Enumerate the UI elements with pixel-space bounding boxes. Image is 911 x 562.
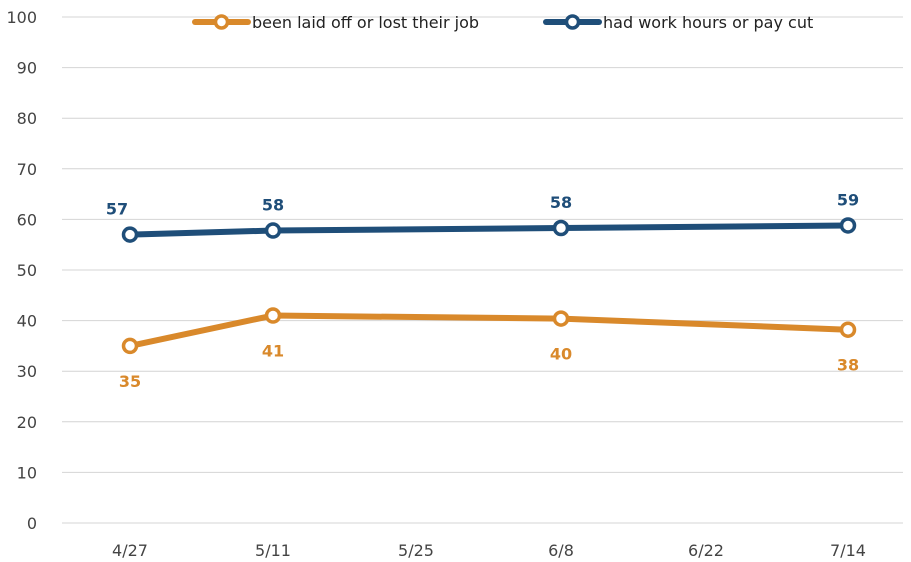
x-tick-label: 5/25 (398, 541, 434, 560)
legend-item: had work hours or pay cut (543, 13, 813, 32)
legend-marker (564, 14, 581, 30)
series-2: 57 58 58 59 (106, 190, 859, 243)
y-tick-label: 50 (17, 261, 37, 280)
data-point (264, 222, 282, 239)
y-tick-label: 40 (17, 312, 37, 331)
y-tick-label: 20 (17, 413, 37, 432)
data-label: 41 (262, 342, 284, 361)
series-1: 35 41 40 38 (119, 307, 859, 391)
x-tick-label: 7/14 (830, 541, 866, 560)
x-tick-label: 4/27 (112, 541, 148, 560)
y-tick-label: 10 (17, 463, 37, 482)
y-tick-label: 0 (27, 514, 37, 533)
data-label: 58 (262, 196, 284, 215)
data-point (552, 219, 570, 237)
legend-label: had work hours or pay cut (603, 13, 813, 32)
series-line (127, 312, 851, 349)
data-label: 40 (550, 345, 572, 364)
y-tick-label: 90 (17, 59, 37, 78)
data-point (264, 307, 282, 324)
data-point (552, 310, 570, 327)
data-point (121, 337, 139, 355)
x-tick-label: 5/11 (255, 541, 291, 560)
y-axis-ticks: 0 10 20 30 40 50 60 70 80 90 100 (6, 8, 37, 533)
y-tick-label: 70 (17, 160, 37, 179)
y-tick-label: 80 (17, 109, 37, 128)
y-tick-label: 60 (17, 210, 37, 229)
data-label: 35 (119, 372, 141, 391)
series-layer: 35 41 40 38 57 58 58 59 (106, 190, 859, 390)
data-point (839, 217, 857, 234)
data-label: 38 (837, 356, 859, 375)
legend-marker (213, 14, 230, 30)
data-label: 57 (106, 200, 128, 219)
series-line (127, 222, 851, 238)
data-point (839, 321, 857, 338)
y-tick-label: 30 (17, 362, 37, 381)
x-axis-ticks: 4/27 5/11 5/25 6/8 6/22 7/14 (112, 541, 866, 560)
legend-label: been laid off or lost their job (252, 13, 479, 32)
x-tick-label: 6/8 (548, 541, 574, 560)
legend-item: been laid off or lost their job (192, 13, 479, 32)
gridlines (62, 16, 903, 524)
y-tick-label: 100 (6, 8, 37, 27)
data-label: 58 (550, 193, 572, 212)
data-label: 59 (837, 190, 859, 209)
legend: been laid off or lost their job had work … (192, 13, 813, 32)
x-tick-label: 6/22 (688, 541, 724, 560)
data-point (121, 226, 139, 243)
